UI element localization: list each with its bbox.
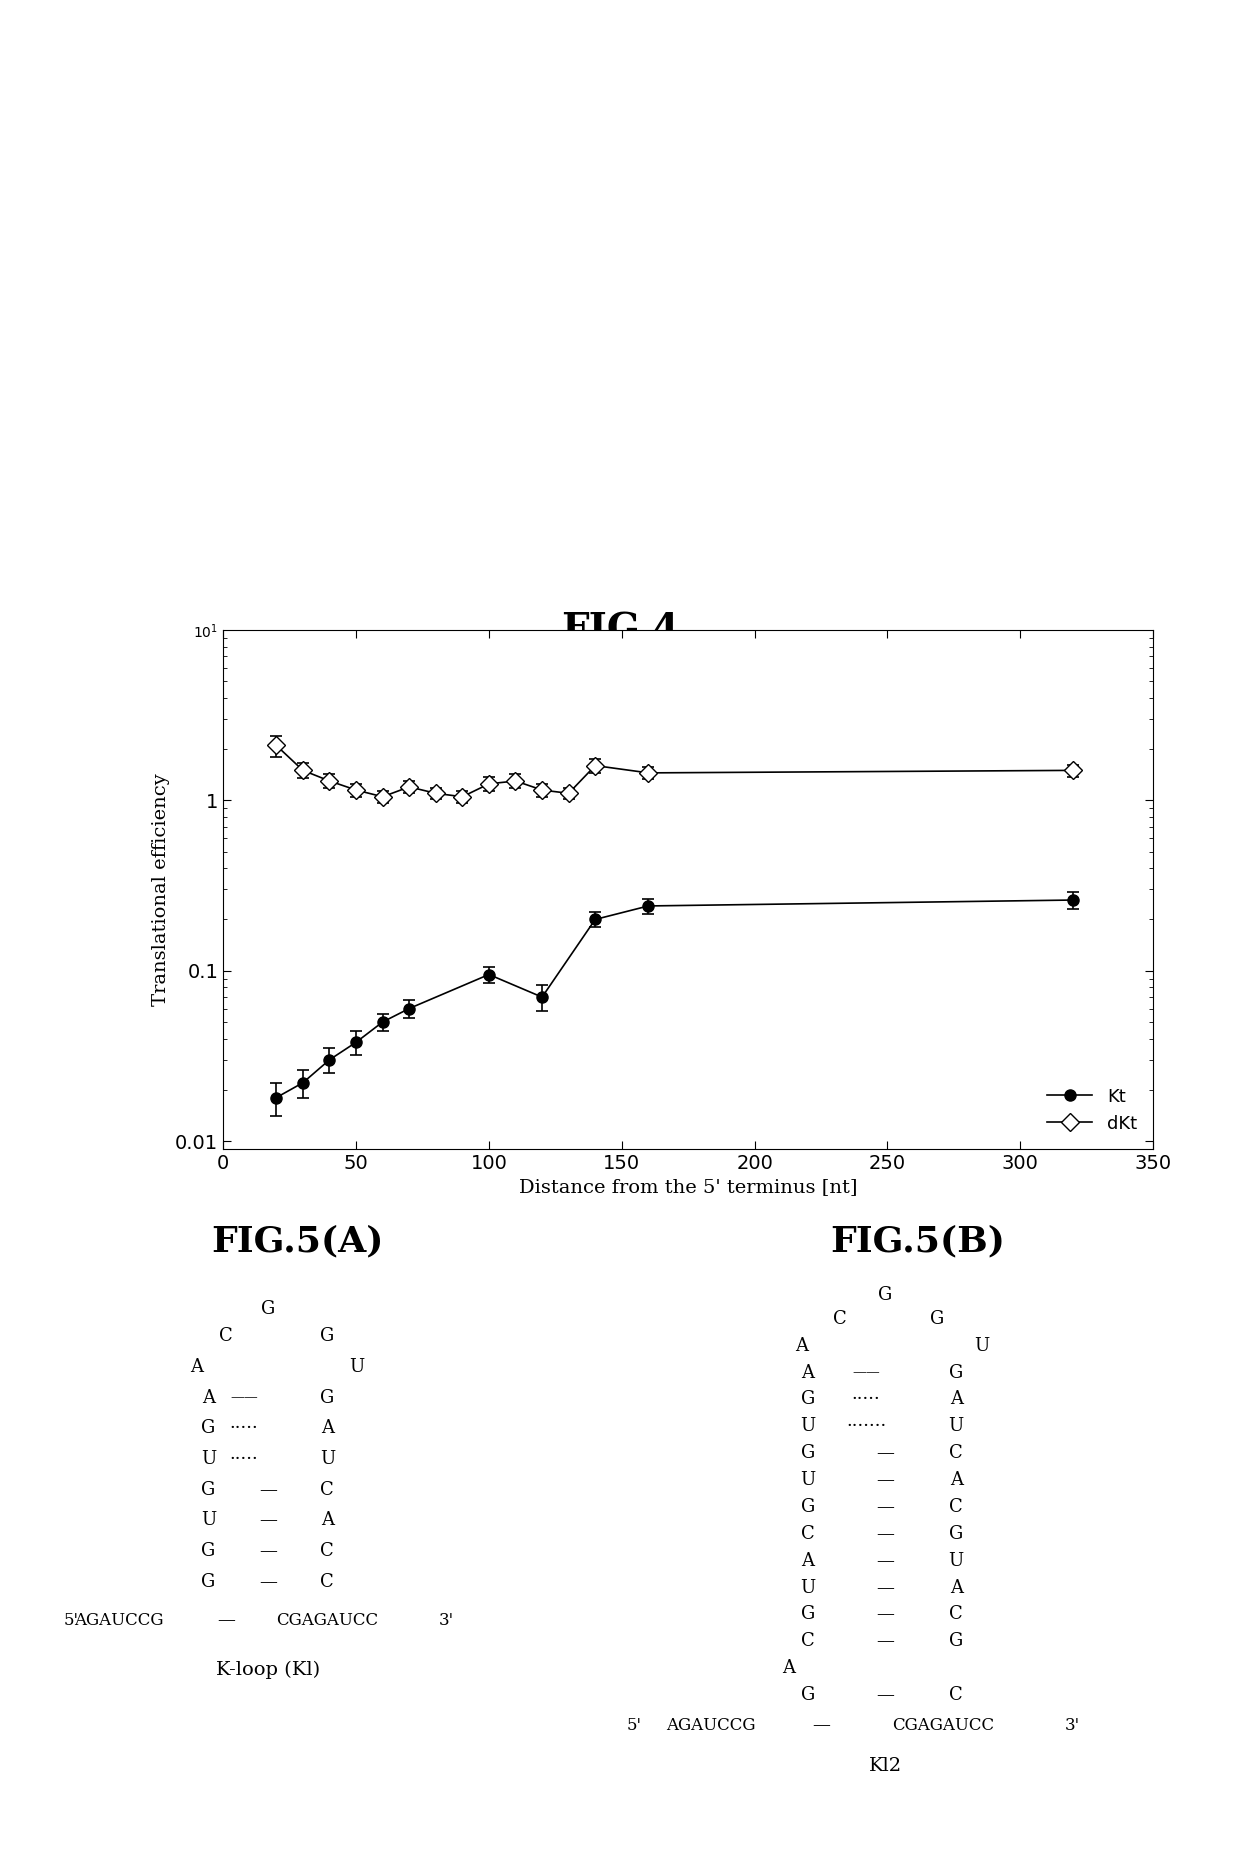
Text: G: G bbox=[949, 1632, 963, 1651]
Text: —: — bbox=[259, 1573, 277, 1590]
Text: C: C bbox=[950, 1443, 963, 1462]
Text: U: U bbox=[320, 1451, 335, 1468]
Text: A: A bbox=[950, 1579, 962, 1597]
Text: K-loop (Kl): K-loop (Kl) bbox=[216, 1660, 320, 1679]
Text: C: C bbox=[801, 1525, 815, 1544]
Text: U: U bbox=[949, 1551, 963, 1569]
Text: U: U bbox=[975, 1336, 990, 1355]
Text: A: A bbox=[950, 1390, 962, 1408]
Text: ——: —— bbox=[852, 1366, 880, 1380]
Text: A: A bbox=[950, 1471, 962, 1490]
Text: ——: —— bbox=[231, 1390, 258, 1405]
Text: U: U bbox=[350, 1358, 365, 1375]
Text: G: G bbox=[878, 1286, 893, 1305]
Text: G: G bbox=[930, 1310, 944, 1329]
Text: —: — bbox=[877, 1525, 894, 1544]
Text: —: — bbox=[877, 1471, 894, 1490]
Text: AGAUCCG: AGAUCCG bbox=[74, 1612, 164, 1629]
Text: G: G bbox=[201, 1542, 216, 1560]
Text: 3': 3' bbox=[439, 1612, 454, 1629]
Text: G: G bbox=[320, 1327, 335, 1345]
Text: C: C bbox=[950, 1497, 963, 1516]
Text: —: — bbox=[877, 1497, 894, 1516]
Text: —: — bbox=[877, 1686, 894, 1705]
Text: —: — bbox=[812, 1716, 830, 1734]
Text: C: C bbox=[833, 1310, 847, 1329]
Text: C: C bbox=[320, 1481, 335, 1499]
Text: A: A bbox=[801, 1364, 815, 1382]
Text: 3': 3' bbox=[1065, 1716, 1080, 1734]
Text: —: — bbox=[877, 1551, 894, 1569]
Text: U: U bbox=[201, 1451, 216, 1468]
Text: G: G bbox=[949, 1525, 963, 1544]
Text: C: C bbox=[320, 1542, 335, 1560]
Text: Kl2: Kl2 bbox=[869, 1757, 901, 1775]
Text: —: — bbox=[259, 1512, 277, 1529]
Text: C: C bbox=[950, 1686, 963, 1705]
Text: C: C bbox=[320, 1573, 335, 1590]
Text: —: — bbox=[877, 1605, 894, 1623]
Text: G: G bbox=[201, 1419, 216, 1438]
Text: ·····: ····· bbox=[229, 1451, 258, 1468]
Text: FIG.5(B): FIG.5(B) bbox=[830, 1225, 1006, 1258]
Text: C: C bbox=[950, 1605, 963, 1623]
Text: U: U bbox=[800, 1579, 816, 1597]
Text: C: C bbox=[801, 1632, 815, 1651]
Text: ·······: ······· bbox=[846, 1418, 887, 1436]
Text: CGAGAUCC: CGAGAUCC bbox=[277, 1612, 378, 1629]
Text: FIG.5(A): FIG.5(A) bbox=[211, 1225, 384, 1258]
Text: C: C bbox=[219, 1327, 233, 1345]
Text: A: A bbox=[321, 1512, 334, 1529]
Text: 5': 5' bbox=[64, 1612, 79, 1629]
Legend: Kt, dKt: Kt, dKt bbox=[1040, 1080, 1145, 1140]
Text: A: A bbox=[801, 1551, 815, 1569]
Text: CGAGAUCC: CGAGAUCC bbox=[893, 1716, 994, 1734]
Text: G: G bbox=[801, 1390, 815, 1408]
Text: —: — bbox=[259, 1542, 277, 1560]
Text: 5': 5' bbox=[626, 1716, 641, 1734]
X-axis label: Distance from the 5' terminus [nt]: Distance from the 5' terminus [nt] bbox=[520, 1179, 857, 1197]
Text: —: — bbox=[877, 1443, 894, 1462]
Text: A: A bbox=[321, 1419, 334, 1438]
Text: G: G bbox=[260, 1301, 275, 1317]
Text: ·····: ····· bbox=[852, 1390, 880, 1408]
Text: G: G bbox=[801, 1497, 815, 1516]
Text: —: — bbox=[259, 1481, 277, 1499]
Text: G: G bbox=[201, 1481, 216, 1499]
Text: G: G bbox=[949, 1364, 963, 1382]
Text: A: A bbox=[795, 1336, 808, 1355]
Text: G: G bbox=[801, 1686, 815, 1705]
Text: A: A bbox=[190, 1358, 203, 1375]
Text: A: A bbox=[782, 1658, 795, 1677]
Text: —: — bbox=[217, 1612, 236, 1629]
Text: G: G bbox=[320, 1388, 335, 1406]
Text: —: — bbox=[877, 1632, 894, 1651]
Text: ·····: ····· bbox=[229, 1419, 258, 1438]
Text: A: A bbox=[202, 1388, 215, 1406]
Text: U: U bbox=[201, 1512, 216, 1529]
Text: U: U bbox=[800, 1471, 816, 1490]
Text: AGAUCCG: AGAUCCG bbox=[667, 1716, 756, 1734]
Text: G: G bbox=[801, 1605, 815, 1623]
Y-axis label: Translational efficiency: Translational efficiency bbox=[151, 773, 170, 1006]
Text: U: U bbox=[800, 1418, 816, 1436]
Text: FIG.4: FIG.4 bbox=[560, 611, 680, 649]
Text: G: G bbox=[201, 1573, 216, 1590]
Text: G: G bbox=[801, 1443, 815, 1462]
Text: —: — bbox=[877, 1579, 894, 1597]
Text: U: U bbox=[949, 1418, 963, 1436]
